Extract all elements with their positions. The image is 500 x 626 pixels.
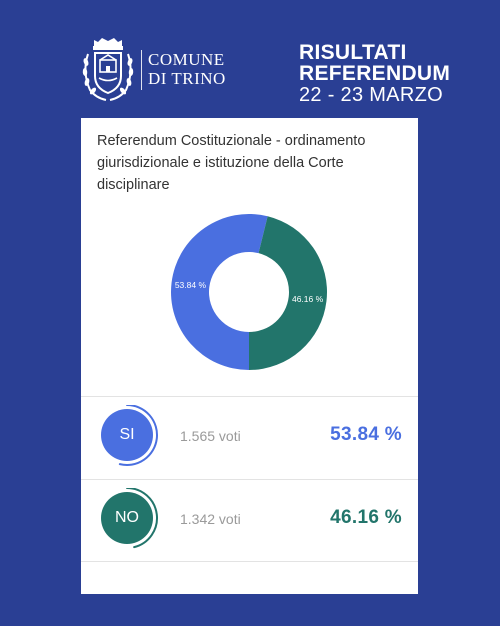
si-label: SI [119,426,135,443]
municipality-name: COMUNE DI TRINO [148,50,226,88]
result-row-si: SI 1.565 voti 53.84 % [81,397,418,477]
municipality-name-line2: DI TRINO [148,69,226,88]
si-votes: 1.565 voti [180,428,241,444]
no-badge-circle [101,492,153,544]
referendum-title: Referendum Costituzionale - ordinamento … [97,133,366,193]
donut-label-no: 46.16 % [292,294,324,304]
si-badge: SI [97,405,163,471]
si-badge-graphic [101,405,158,466]
headline-results: RISULTATI [299,41,407,64]
donut-slice-si [171,214,268,370]
header: COMUNE DI TRINO RISULTATI REFERENDUM 22 … [0,0,500,118]
headline: RISULTATI REFERENDUM 22 - 23 MARZO [299,42,450,106]
results-card: Referendum Costituzionale - ordinamento … [81,118,418,594]
brand-divider [141,50,142,90]
results-donut-chart: 53.84 % 46.16 % [171,214,327,370]
divider [81,479,418,480]
si-percent: 53.84 % [330,424,402,445]
si-badge-circle [101,409,153,461]
divider [81,396,418,397]
municipality-name-line1: COMUNE [148,50,225,69]
no-progress-arc [126,488,158,549]
no-votes: 1.342 voti [180,511,241,527]
divider [81,561,418,562]
headline-dates: 22 - 23 MARZO [299,84,443,106]
no-badge-graphic [101,488,158,549]
result-row-no: NO 1.342 voti 46.16 % [81,480,418,560]
donut-slice-no [249,216,327,370]
si-progress-arc [118,405,158,466]
no-percent: 46.16 % [330,507,402,528]
coat-of-arms-icon [82,38,134,101]
headline-referendum: REFERENDUM [299,62,451,85]
donut-label-si: 53.84 % [175,280,207,290]
no-badge: NO [97,488,163,554]
no-label: NO [115,509,139,526]
